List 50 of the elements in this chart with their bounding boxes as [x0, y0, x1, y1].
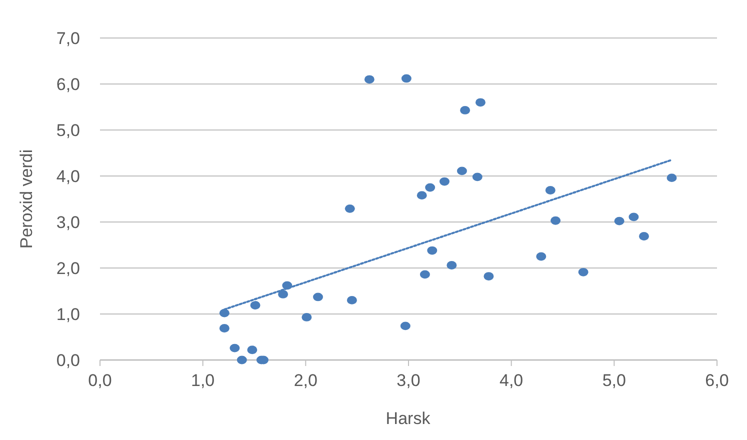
point — [446, 261, 457, 270]
point — [247, 346, 258, 354]
point — [456, 166, 467, 176]
point — [484, 272, 494, 280]
point — [230, 344, 240, 352]
point — [313, 292, 324, 302]
point — [427, 246, 438, 255]
point — [400, 322, 410, 330]
point — [628, 212, 639, 222]
point — [416, 191, 427, 200]
x-axis-title: Harsk — [386, 409, 431, 428]
point — [219, 324, 230, 332]
point — [250, 301, 260, 310]
point — [420, 270, 430, 279]
point — [472, 172, 482, 182]
point — [346, 296, 357, 304]
y-tick-label: 6,0 — [56, 75, 80, 94]
point — [439, 177, 450, 186]
point — [364, 75, 374, 84]
point — [545, 186, 556, 194]
y-tick-label: 5,0 — [56, 121, 80, 140]
y-tick-label: 3,0 — [56, 213, 80, 232]
x-tick-label: 3,0 — [396, 371, 420, 390]
point — [475, 98, 486, 107]
point — [236, 356, 247, 364]
y-tick-label: 1,0 — [56, 305, 80, 324]
point — [638, 232, 649, 240]
point — [460, 106, 470, 114]
point — [278, 290, 288, 298]
point — [219, 308, 230, 318]
y-tick-label: 0,0 — [56, 351, 80, 370]
x-tick-label: 6,0 — [705, 371, 729, 390]
point — [344, 204, 355, 213]
point — [614, 216, 624, 226]
point — [578, 268, 588, 276]
x-tick-label: 0,0 — [88, 371, 112, 390]
y-tick-label: 7,0 — [56, 29, 80, 48]
x-tick-label: 4,0 — [500, 371, 524, 390]
point — [536, 252, 546, 261]
y-tick-label: 2,0 — [56, 259, 80, 278]
point — [666, 174, 677, 182]
point — [401, 74, 412, 83]
x-tick-label: 2,0 — [294, 371, 318, 390]
point — [425, 183, 436, 192]
y-axis-title: Peroxid verdi — [17, 149, 36, 249]
x-tick-label: 1,0 — [191, 371, 215, 390]
point — [302, 313, 312, 322]
x-tick-label: 5,0 — [602, 371, 626, 390]
point — [550, 216, 561, 225]
y-tick-label: 4,0 — [56, 167, 80, 186]
